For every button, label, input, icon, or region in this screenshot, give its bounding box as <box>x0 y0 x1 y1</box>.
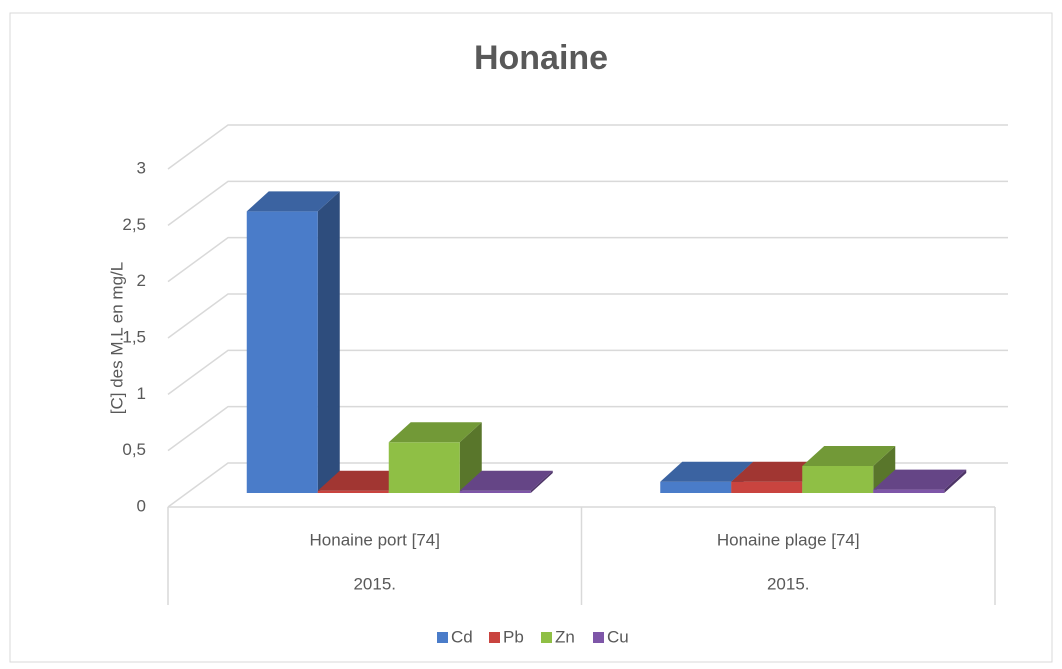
y-tick-label: 1,5 <box>122 327 146 346</box>
bar <box>731 481 803 493</box>
grid-line <box>167 293 1008 339</box>
bar-top <box>731 461 825 482</box>
legend-swatch <box>541 632 552 643</box>
bar-top <box>873 469 967 490</box>
bar <box>459 490 531 493</box>
legend-swatch <box>437 632 448 643</box>
legend-swatch <box>489 632 500 643</box>
y-axis-label: [C] des M.L en mg/L <box>107 262 126 414</box>
grid-line <box>167 124 1008 170</box>
x-tick-label: Honaine plage [74] <box>717 530 860 549</box>
bar-top <box>246 191 340 212</box>
legend-swatch <box>593 632 604 643</box>
bar-side <box>317 191 340 494</box>
legend-label: Cu <box>607 627 629 646</box>
bar-top <box>388 422 482 443</box>
bar-side <box>459 422 482 493</box>
x-tick-label: Honaine port [74] <box>310 530 440 549</box>
bar <box>317 490 389 493</box>
bar-top <box>660 461 754 482</box>
bar-side <box>944 469 967 493</box>
bar <box>802 465 874 493</box>
bar <box>388 442 460 493</box>
y-tick-label: 2,5 <box>122 215 146 234</box>
x-group-label: 2015. <box>767 574 810 593</box>
bar <box>246 211 318 494</box>
grid-line <box>167 180 1008 226</box>
bar <box>873 489 945 493</box>
y-tick-label: 0 <box>137 496 146 515</box>
bar-top <box>802 445 896 466</box>
y-tick-label: 2 <box>137 271 146 290</box>
bar-top <box>317 470 411 491</box>
y-tick-label: 3 <box>137 158 146 177</box>
bar-top <box>459 470 553 491</box>
grid-line <box>167 405 1008 452</box>
chart-title: Honaine <box>474 39 608 77</box>
legend-label: Zn <box>555 627 575 646</box>
y-tick-label: 1 <box>137 384 146 403</box>
grid-line <box>167 236 1008 283</box>
bar-side <box>530 470 553 493</box>
legend-label: Pb <box>503 627 524 646</box>
x-group-label: 2015. <box>353 574 396 593</box>
legend-label: Cd <box>451 627 473 646</box>
grid-line <box>167 349 1008 395</box>
y-tick-label: 0,5 <box>122 440 146 459</box>
bar <box>660 481 732 493</box>
bar-side <box>873 445 896 493</box>
chart-border <box>9 12 1053 663</box>
